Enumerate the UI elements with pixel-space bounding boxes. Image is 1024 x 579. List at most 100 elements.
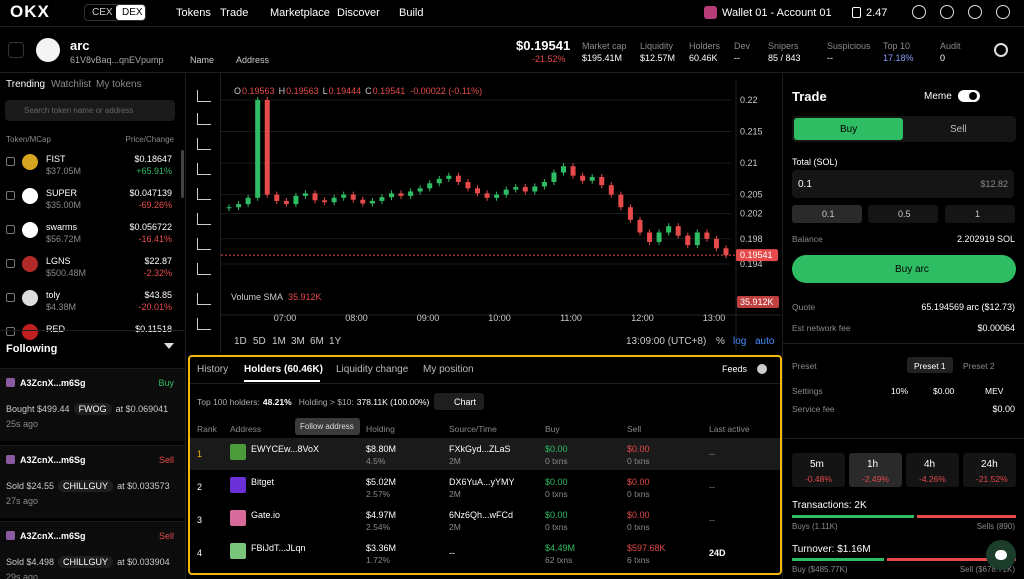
buy-btn-label[interactable]: Buy arc [895, 264, 929, 275]
holder-address[interactable]: Gate.io [251, 510, 281, 520]
sidebar-tab[interactable]: Watchlist [51, 79, 92, 90]
preset-label: Preset [792, 361, 817, 371]
tool-icon[interactable] [197, 263, 211, 275]
holder-address[interactable]: FBiJdT...JLqn [251, 543, 306, 553]
preset-tab[interactable]: Preset 1 [914, 361, 946, 371]
period-box[interactable] [963, 453, 1016, 487]
tool-icon[interactable] [197, 188, 211, 200]
tool-icon[interactable] [197, 213, 211, 225]
nav-link[interactable]: Discover [337, 7, 380, 19]
dex-tab[interactable]: DEX [122, 7, 143, 18]
nav-link[interactable]: Trade [220, 7, 249, 19]
source[interactable]: 6Nz6Qh...wFCd [449, 510, 514, 520]
search-box[interactable] [5, 100, 175, 121]
tool-icon[interactable] [197, 163, 211, 175]
logo[interactable]: OKX [10, 2, 50, 21]
nav-icon[interactable] [996, 5, 1010, 19]
tool-icon[interactable] [197, 90, 211, 102]
star[interactable] [6, 259, 15, 268]
feeds[interactable]: Feeds [722, 364, 748, 374]
balance[interactable]: 2.47 [866, 7, 888, 19]
period-box[interactable] [906, 453, 959, 487]
rank: 3 [197, 515, 203, 525]
nav-link[interactable]: Marketplace [270, 7, 330, 19]
sell-tab-label[interactable]: Sell [950, 124, 967, 135]
period-label[interactable]: 1h [867, 459, 879, 470]
holders-tab[interactable]: Holders (60.46K) [244, 364, 323, 375]
period-box[interactable] [849, 453, 902, 487]
token-symbol[interactable]: LGNS [46, 256, 71, 266]
timeframe[interactable]: 5D [253, 336, 266, 347]
preset-tab[interactable]: Preset 2 [963, 361, 995, 371]
buy-tab-label[interactable]: Buy [840, 124, 858, 135]
tool-icon[interactable] [197, 318, 211, 330]
period-box[interactable] [792, 453, 845, 487]
nav-icon[interactable] [968, 5, 982, 19]
preset-amount[interactable]: 0.1 [822, 209, 835, 219]
token-symbol[interactable]: RED [46, 324, 66, 334]
feeds-icon[interactable] [757, 364, 767, 374]
candle [283, 200, 289, 205]
star-btn[interactable] [8, 42, 24, 58]
last-active: 24D [709, 548, 726, 558]
timeframe[interactable]: 1M [272, 336, 286, 347]
holders-tab[interactable]: Liquidity change [336, 364, 409, 375]
preset-amount[interactable]: 0.5 [898, 209, 911, 219]
holders-tab[interactable]: My position [423, 364, 474, 375]
preset-btn[interactable] [945, 205, 1015, 223]
filter-icon[interactable] [164, 343, 174, 353]
buy-btn[interactable] [792, 255, 1016, 283]
amount-input[interactable] [792, 170, 1014, 198]
holder-address[interactable]: Bitget [251, 477, 275, 487]
sidebar-tab[interactable]: My tokens [96, 79, 142, 90]
star[interactable] [6, 225, 15, 234]
chart-btn-label[interactable]: Chart [454, 397, 477, 407]
token-symbol[interactable]: SUPER [46, 188, 78, 198]
preset-amount[interactable]: 1 [975, 209, 981, 219]
timeframe[interactable]: 1D [234, 336, 247, 347]
candle [408, 191, 414, 196]
timeframe[interactable]: 1Y [329, 336, 342, 347]
tool-icon[interactable] [197, 113, 211, 125]
tool-icon[interactable] [197, 238, 211, 250]
token-symbol[interactable]: swarms [46, 222, 77, 232]
nav-icon[interactable] [912, 5, 926, 19]
pct-toggle[interactable]: % [716, 336, 725, 347]
timeframe[interactable]: 6M [310, 336, 324, 347]
chart-btn[interactable] [434, 393, 484, 410]
preset1-bg[interactable] [907, 357, 953, 373]
period-label[interactable]: 5m [810, 459, 824, 470]
tool-icon[interactable] [197, 138, 211, 150]
tool-icon[interactable] [197, 293, 211, 305]
holders-tab[interactable]: History [197, 364, 229, 375]
source[interactable]: FXkGyd...ZLaS [449, 444, 511, 454]
preset-btn[interactable] [868, 205, 938, 223]
wallet[interactable]: Wallet 01 - Account 01 [722, 7, 832, 19]
source[interactable]: -- [449, 548, 455, 558]
star[interactable] [6, 293, 15, 302]
nav-icon[interactable] [940, 5, 954, 19]
period-label[interactable]: 4h [924, 459, 936, 470]
star[interactable] [6, 157, 15, 166]
period-label[interactable]: 24h [981, 459, 998, 470]
auto-toggle[interactable]: auto [755, 336, 775, 347]
search-address[interactable]: Address [236, 55, 270, 65]
star[interactable] [6, 191, 15, 200]
holder-address[interactable]: EWYCEw...8VoX [251, 444, 320, 454]
source[interactable]: DX6YuA...yYMY [449, 477, 515, 487]
candle [455, 175, 461, 183]
token-symbol[interactable]: toly [46, 290, 61, 300]
cex-tab[interactable]: CEX [92, 7, 113, 18]
star[interactable] [6, 327, 15, 336]
buy-tab[interactable] [794, 118, 903, 140]
token-symbol[interactable]: FIST [46, 154, 66, 164]
log-toggle[interactable]: log [733, 336, 747, 347]
nav-link[interactable]: Tokens [176, 7, 211, 19]
price-change: -21.52% [532, 54, 566, 64]
preset-btn[interactable] [792, 205, 862, 223]
nav-link[interactable]: Build [399, 7, 424, 19]
sidebar-tab[interactable]: Trending [6, 79, 46, 90]
timeframe[interactable]: 3M [291, 336, 305, 347]
settings-icon[interactable] [994, 43, 1008, 57]
search-name[interactable]: Name [190, 55, 215, 65]
